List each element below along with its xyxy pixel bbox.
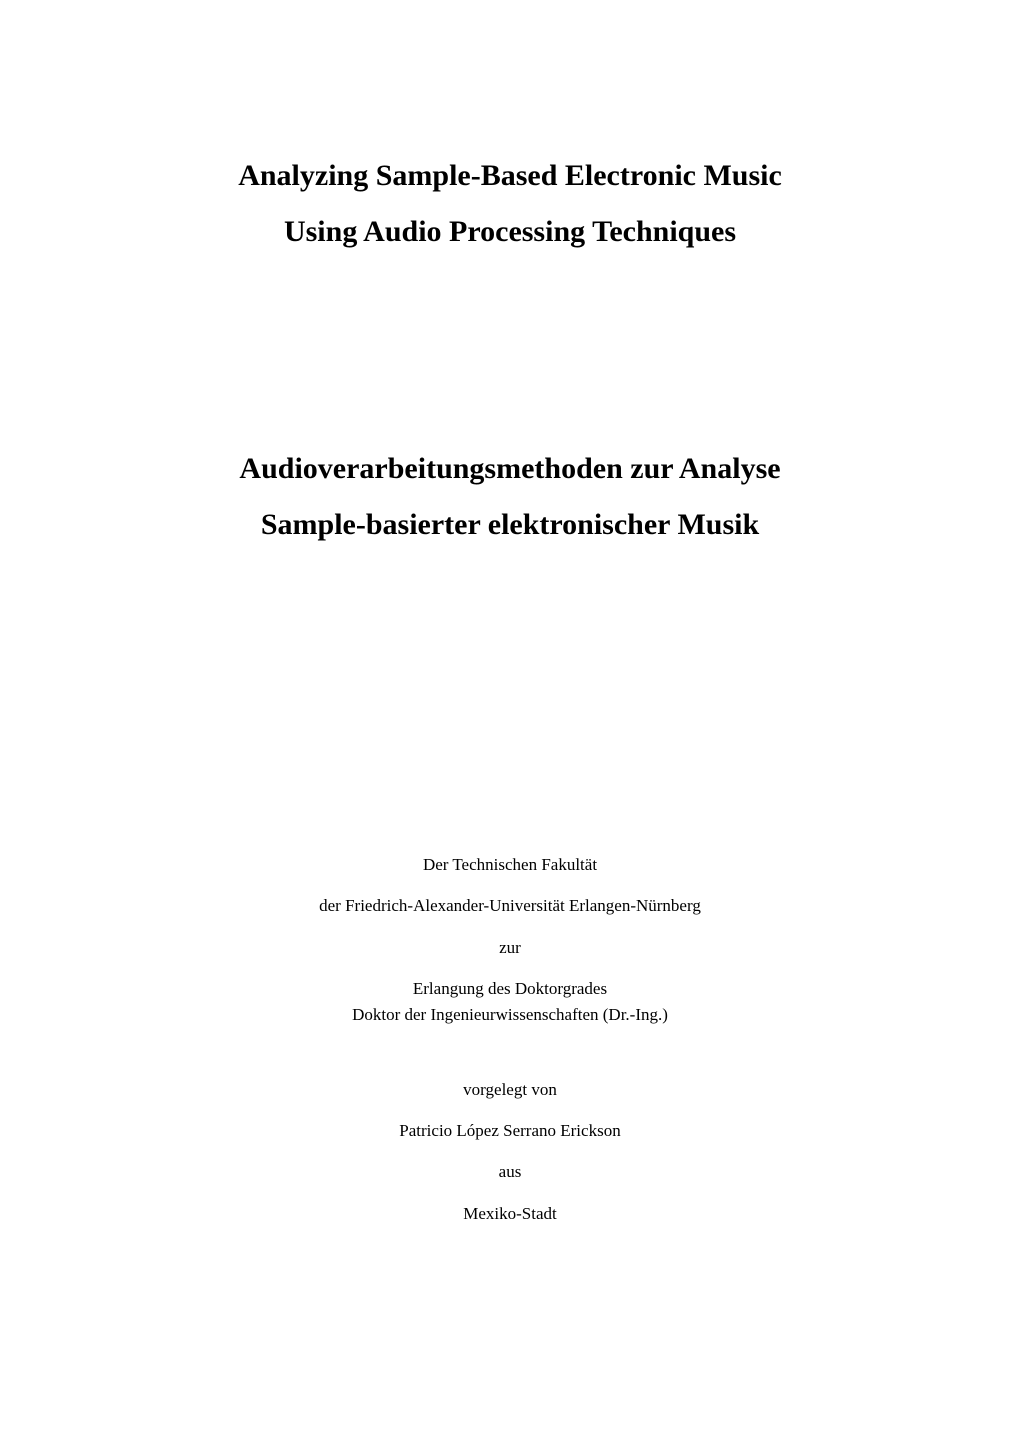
author-name: Patricio López Serrano Erickson <box>118 1118 902 1144</box>
title-english-block: Analyzing Sample-Based Electronic Music … <box>118 0 902 259</box>
author-block: vorgelegt von Patricio López Serrano Eri… <box>118 1077 902 1227</box>
degree-line1: Erlangung des Doktorgrades <box>118 976 902 1002</box>
title-german-line2: Sample-basierter elektronischer Musik <box>118 497 902 553</box>
institution-block: Der Technischen Fakultät der Friedrich-A… <box>118 552 902 1029</box>
title-english-line1: Analyzing Sample-Based Electronic Music <box>118 148 902 204</box>
degree-block: Erlangung des Doktorgrades Doktor der In… <box>118 976 902 1029</box>
title-german-block: Audioverarbeitungsmethoden zur Analyse S… <box>118 259 902 552</box>
degree-line2: Doktor der Ingenieurwissenschaften (Dr.-… <box>118 1002 902 1028</box>
from-line: aus <box>118 1159 902 1185</box>
submitted-by-line: vorgelegt von <box>118 1077 902 1103</box>
title-german-line1: Audioverarbeitungsmethoden zur Analyse <box>118 441 902 497</box>
faculty-line: Der Technischen Fakultät <box>118 852 902 878</box>
title-english-line2: Using Audio Processing Techniques <box>118 204 902 260</box>
purpose-line: zur <box>118 935 902 961</box>
author-city: Mexiko-Stadt <box>118 1201 902 1227</box>
university-line: der Friedrich-Alexander-Universität Erla… <box>118 893 902 919</box>
